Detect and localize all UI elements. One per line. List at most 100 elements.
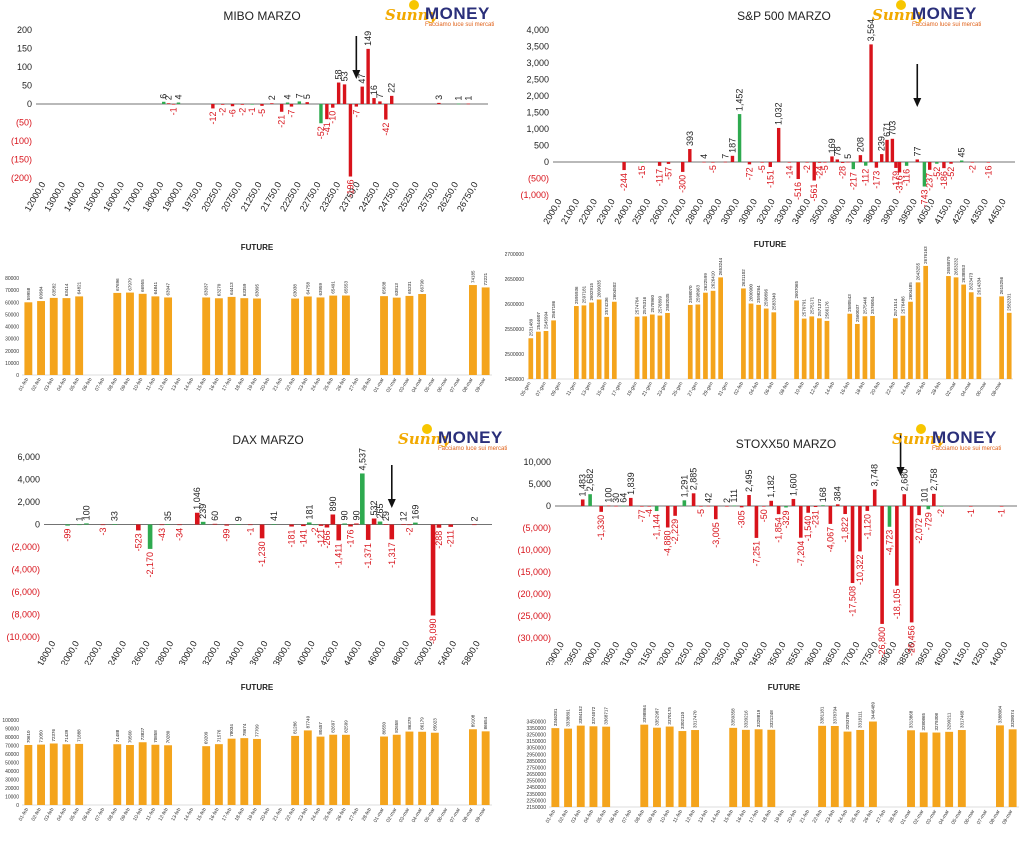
x-tick-label: 28-feb: [930, 381, 942, 396]
x-tick-label: 08-feb: [107, 377, 119, 392]
data-label: 86654: [483, 716, 488, 729]
data-label: 65491: [331, 281, 336, 294]
x-tick-label: 18-feb: [854, 381, 866, 396]
x-tick-label: 05-feb: [596, 809, 608, 824]
data-label: -10: [328, 111, 338, 124]
bar: [253, 738, 261, 805]
data-label: 89108: [470, 714, 475, 727]
bar: [240, 738, 249, 805]
x-tick-label: 16-feb: [735, 809, 747, 824]
data-label: 3,564: [866, 19, 876, 42]
bar: [710, 290, 716, 379]
bar: [331, 104, 335, 108]
logo-brand-a: Sunny: [385, 6, 438, 24]
data-label: 187: [727, 138, 737, 153]
data-label: 3280865: [921, 712, 926, 730]
x-tick-label: 14200,0: [316, 639, 341, 665]
bar: [472, 524, 477, 526]
y-tick-label: 2450000: [505, 377, 524, 383]
data-label: 70858: [153, 730, 158, 743]
bar: [691, 493, 696, 506]
chart-title: FUTURE: [754, 240, 787, 249]
data-label: 3320216: [743, 710, 748, 728]
x-tick-label: 06-mar: [963, 809, 976, 826]
data-label: -52: [946, 167, 956, 180]
bar: [787, 162, 792, 163]
data-label: 3,748: [870, 464, 880, 487]
y-tick-label: (4,000): [11, 565, 40, 575]
data-label: -151: [765, 170, 775, 188]
x-tick-label: 4400,0: [987, 640, 1009, 665]
x-tick-label: 05-feb: [69, 377, 81, 392]
bar: [737, 114, 742, 162]
bar: [756, 304, 761, 379]
y-tick-label: 2,500: [526, 75, 549, 85]
bar: [589, 302, 594, 379]
bar: [1006, 312, 1012, 379]
logo-tagline: Facciamo luce sui mercati: [438, 446, 508, 452]
bar: [858, 155, 863, 162]
bar: [49, 297, 58, 375]
bar: [392, 297, 401, 375]
x-tick-label: 25-feb: [323, 377, 335, 392]
x-tick-label: 02-mar: [945, 381, 958, 398]
data-label: -2: [936, 509, 946, 517]
x-tick-label: 19-gen: [626, 381, 639, 398]
bar: [817, 318, 822, 379]
data-label: 2545994: [543, 311, 548, 329]
x-tick-label: 25-feb: [323, 807, 335, 822]
data-label: -8,090: [428, 619, 438, 645]
bar: [84, 523, 89, 525]
y-tick-label: (100): [11, 136, 32, 146]
bar: [24, 744, 33, 805]
data-label: -196: [345, 180, 355, 198]
chart-title: MIBO MARZO: [223, 9, 300, 23]
bar: [699, 506, 703, 507]
x-tick-label: 08-mar: [989, 809, 1002, 826]
bar: [581, 305, 587, 379]
bar: [628, 497, 633, 506]
x-tick-label: 22-feb: [812, 809, 824, 824]
x-tick-label: 14-feb: [183, 377, 195, 392]
bar: [380, 736, 388, 805]
bar: [260, 104, 264, 106]
bar: [360, 473, 365, 525]
data-label: 33: [110, 511, 120, 521]
bar: [599, 506, 603, 512]
y-tick-label: 50000: [5, 761, 19, 767]
bar: [113, 744, 122, 805]
data-label: -1: [247, 107, 257, 115]
x-tick-label: 12-feb: [809, 381, 821, 396]
data-label: 2676163: [923, 246, 928, 264]
bar: [227, 738, 236, 805]
bar: [813, 506, 818, 508]
bar: [126, 292, 134, 375]
data-label: -52: [932, 167, 942, 180]
data-label: 265: [375, 503, 385, 518]
bar: [614, 505, 618, 507]
bar: [806, 506, 810, 513]
bar: [291, 298, 300, 375]
x-tick-label: 20-feb: [259, 377, 271, 392]
bar: [240, 104, 245, 105]
bar: [202, 746, 211, 805]
data-label: 77709: [255, 724, 260, 737]
data-label: -231: [811, 510, 821, 528]
data-label: 2622599: [703, 273, 708, 291]
bar: [259, 524, 265, 539]
y-tick-label: 1,000: [526, 124, 549, 134]
data-label: 2567186: [551, 300, 556, 318]
y-tick-label: 0: [546, 501, 551, 511]
data-label: 3374072: [591, 706, 596, 724]
bar: [378, 101, 382, 104]
data-label: 168: [818, 487, 828, 502]
x-tick-label: 10-feb: [132, 377, 144, 392]
bar: [285, 102, 290, 104]
x-tick-label: 21-feb: [799, 809, 811, 824]
x-tick-label: 01-mar: [900, 809, 913, 826]
bar: [390, 95, 394, 104]
x-tick-label: 05-mar: [423, 377, 436, 394]
data-label: 2595936: [574, 286, 579, 304]
y-tick-label: (30,000): [517, 633, 551, 643]
data-label: -7,204: [796, 541, 806, 567]
